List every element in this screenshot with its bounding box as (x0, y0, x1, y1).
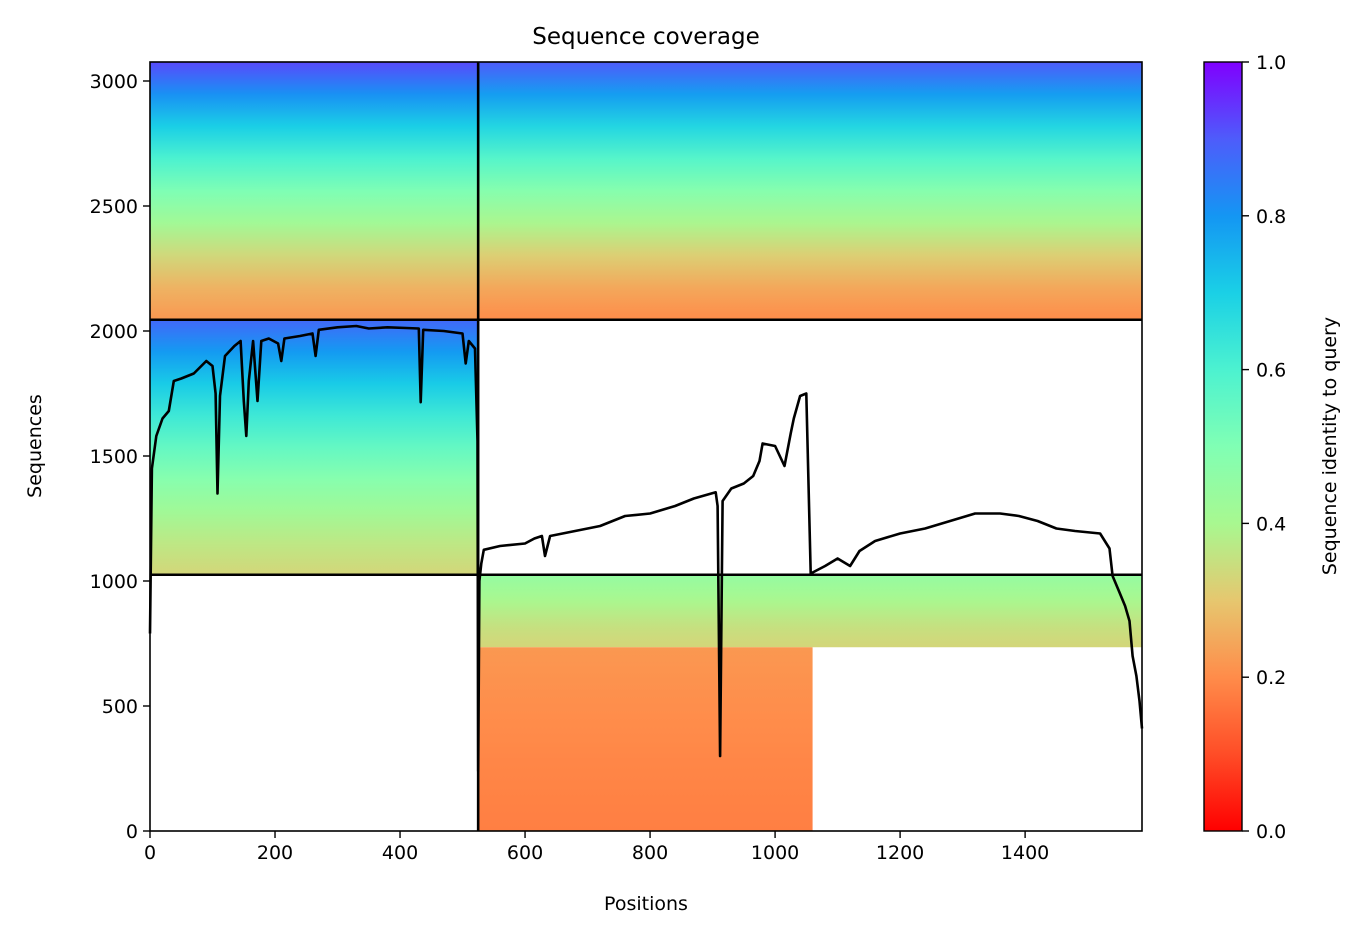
colorbar (1203, 61, 1243, 832)
colorbar-ticks: 0.0 0.2 0.4 0.6 0.8 1.0 (1242, 52, 1286, 843)
coverage-block (478, 647, 813, 831)
colorbar-tick-label: 1.0 (1256, 52, 1286, 74)
coverage-block (478, 62, 1142, 320)
y-tick-label: 3000 (90, 71, 138, 93)
x-tick-label: 1000 (751, 842, 799, 864)
x-axis-label: Positions (604, 893, 688, 915)
y-tick-label: 2500 (90, 196, 138, 218)
colorbar-tick-label: 0.8 (1256, 206, 1286, 228)
coverage-blocks (150, 62, 1142, 831)
x-tick-label: 200 (257, 842, 293, 864)
x-tick-label: 400 (382, 842, 418, 864)
coverage-line-layer (148, 324, 1144, 773)
plot-frame (149, 61, 1143, 832)
y-tick-label: 1000 (90, 571, 138, 593)
x-tick-label: 1200 (876, 842, 924, 864)
y-axis-label: Sequences (24, 394, 46, 498)
coverage-block (150, 62, 479, 320)
x-tick-label: 800 (632, 842, 668, 864)
chart-title: Sequence coverage (532, 24, 760, 50)
y-tick-label: 2000 (90, 321, 138, 343)
x-axis: 0 200 400 600 800 1000 1200 1400 (144, 831, 1049, 864)
coverage-line (148, 324, 1144, 773)
y-axis: 0 500 1000 1500 2000 2500 3000 (90, 71, 150, 843)
y-tick-label: 0 (126, 821, 138, 843)
colorbar-tick-label: 0.2 (1256, 667, 1286, 689)
coverage-block (478, 574, 1142, 648)
colorbar-label: Sequence identity to query (1319, 317, 1341, 575)
coverage-block (150, 319, 479, 575)
x-tick-label: 600 (507, 842, 543, 864)
colorbar-tick-label: 0.4 (1256, 513, 1286, 535)
colorbar-tick-label: 0.0 (1256, 821, 1286, 843)
y-tick-label: 1500 (90, 446, 138, 468)
x-tick-label: 0 (144, 842, 156, 864)
colorbar-tick-label: 0.6 (1256, 360, 1286, 382)
x-tick-label: 1400 (1001, 842, 1049, 864)
y-tick-label: 500 (102, 696, 138, 718)
